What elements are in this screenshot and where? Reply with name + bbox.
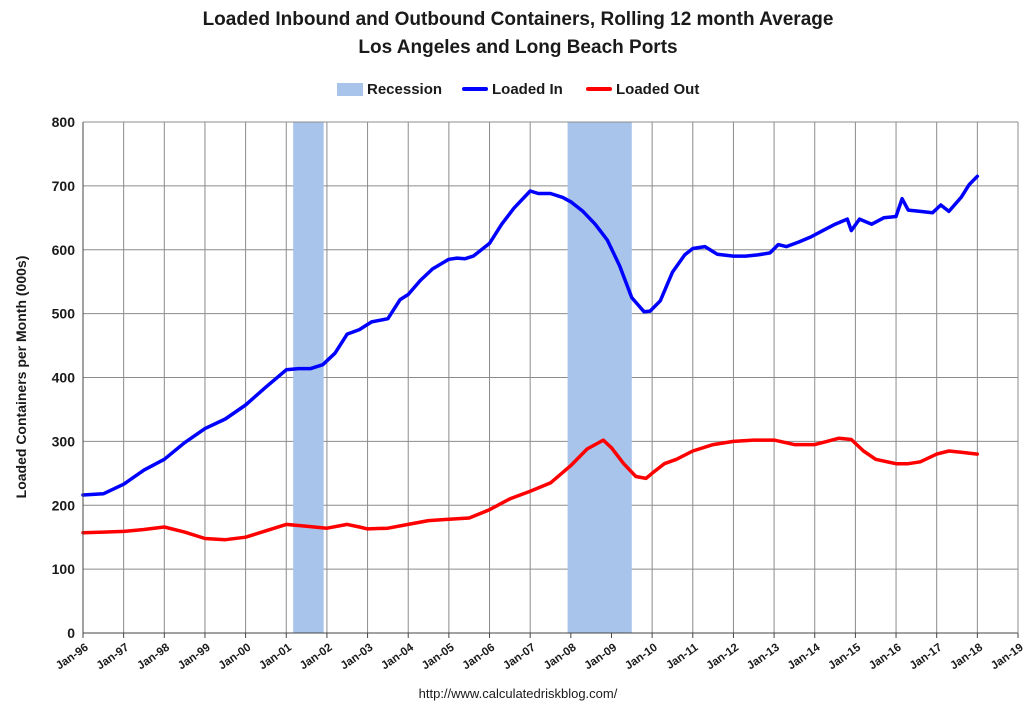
- grid-layer: [83, 121, 1019, 633]
- x-tick-label: Jan-99: [176, 642, 213, 673]
- series-line-loaded-out: [81, 436, 980, 542]
- legend-label-loaded-out: Loaded Out: [616, 80, 700, 98]
- legend-swatch-loaded-in: [462, 87, 488, 91]
- legend-item-loaded-in: Loaded In: [462, 78, 563, 100]
- x-tick-label: Jan-16: [867, 642, 904, 673]
- chart-subtitle: Los Angeles and Long Beach Ports: [358, 37, 678, 58]
- x-tick-label: Jan-13: [745, 642, 782, 673]
- legend-swatch-recession: [337, 82, 363, 96]
- x-tick-label: Jan-01: [257, 641, 294, 672]
- x-tick-label: Jan-02: [298, 642, 335, 673]
- y-tick-label: 700: [52, 178, 76, 194]
- x-tick-label: Jan-19: [989, 642, 1026, 673]
- y-tick-label: 400: [52, 370, 76, 386]
- x-tick-label: Jan-04: [379, 641, 416, 672]
- legend-item-recession: Recession: [337, 78, 442, 100]
- x-tick-label: Jan-08: [542, 641, 579, 672]
- x-tick-label: Jan-96: [54, 642, 91, 673]
- x-tick-label: Jan-03: [339, 642, 376, 673]
- x-tick-label: Jan-18: [948, 641, 985, 672]
- x-tick-label: Jan-09: [582, 642, 619, 673]
- x-tick-label: Jan-12: [704, 642, 741, 673]
- series-line-loaded-in: [81, 174, 980, 497]
- chart-title: Loaded Inbound and Outbound Containers, …: [202, 9, 834, 30]
- y-tick-label: 0: [67, 625, 75, 641]
- x-tick-label: Jan-07: [501, 642, 538, 673]
- y-tick-label: 600: [52, 242, 76, 258]
- source-url: http://www.calculatedriskblog.com/: [418, 686, 618, 701]
- y-axis-label: Loaded Containers per Month (000s): [13, 256, 29, 499]
- x-tick-label: Jan-10: [623, 642, 660, 673]
- x-tick-label: Jan-14: [786, 641, 823, 672]
- x-tick-label: Jan-00: [217, 642, 254, 673]
- x-tick-label: Jan-05: [420, 641, 457, 672]
- recession-bar: [567, 122, 632, 633]
- y-tick-label: 300: [52, 433, 76, 449]
- legend-item-loaded-out: Loaded Out: [586, 78, 699, 100]
- recession-bar: [293, 122, 324, 633]
- x-tick-label: Jan-11: [664, 641, 701, 672]
- legend-label-recession: Recession: [367, 80, 443, 98]
- x-tick-label: Jan-17: [908, 642, 945, 673]
- y-tick-label: 200: [52, 497, 76, 513]
- x-tick-label: Jan-97: [95, 642, 132, 673]
- x-tick-label: Jan-15: [826, 641, 863, 672]
- x-tick-label: Jan-06: [461, 642, 498, 673]
- x-tick-label: Jan-98: [135, 641, 172, 672]
- legend-swatch-loaded-out: [586, 87, 612, 91]
- y-tick-label: 500: [52, 306, 76, 322]
- y-tick-label: 100: [52, 561, 76, 577]
- y-tick-label: 800: [52, 114, 76, 130]
- legend-label-loaded-in: Loaded In: [492, 80, 563, 98]
- chart-legend: Recession Loaded In Loaded Out: [0, 78, 1036, 100]
- series-layer: [81, 174, 980, 542]
